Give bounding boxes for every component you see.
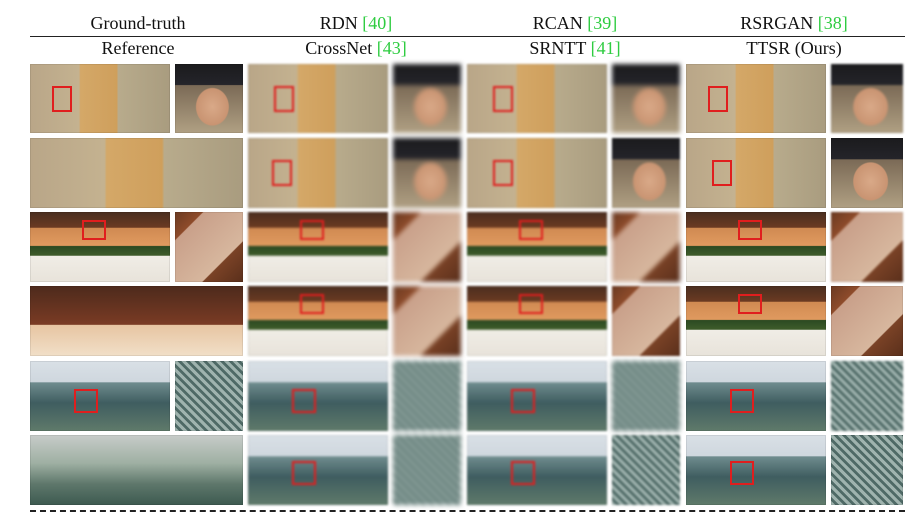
citation-rcan: [39]	[587, 13, 618, 33]
image-gt-architecture	[30, 361, 170, 431]
crop-ttsr-architecture	[831, 435, 903, 505]
image-rcan-graduation	[467, 64, 607, 133]
highlight-box	[300, 294, 324, 314]
crop-gt-graduation	[175, 64, 243, 133]
image-srntt-architecture	[467, 435, 607, 505]
image-rdn-graduation	[248, 64, 388, 133]
image-rdn-architecture	[248, 361, 388, 431]
citation-rsrgan: [38]	[817, 13, 848, 33]
image-ref-architecture	[30, 435, 243, 505]
highlight-box	[519, 294, 543, 314]
crop-rsrgan-graduation	[831, 64, 903, 133]
header-rcan: RCAN [39]	[532, 13, 618, 33]
crop-rcan-home	[612, 212, 680, 282]
crop-gt-architecture	[175, 361, 243, 431]
highlight-box	[738, 294, 762, 314]
citation-srntt: [41]	[590, 38, 621, 58]
highlight-box	[730, 389, 754, 413]
dashed-separator	[30, 510, 905, 512]
header-rule	[30, 36, 905, 37]
crop-rdn-graduation	[393, 64, 461, 133]
image-rsrgan-home	[686, 212, 826, 282]
highlight-box	[82, 220, 106, 240]
crop-srntt-architecture	[612, 435, 680, 505]
header-reference: Reference	[101, 38, 175, 58]
crop-rdn-home	[393, 212, 461, 282]
image-rsrgan-architecture	[686, 361, 826, 431]
highlight-box	[52, 86, 72, 112]
image-crossnet-architecture	[248, 435, 388, 505]
highlight-box	[300, 220, 324, 240]
image-crossnet-home	[248, 286, 388, 356]
highlight-box	[493, 86, 513, 112]
highlight-box	[292, 389, 316, 413]
highlight-box	[708, 86, 728, 112]
image-rcan-home	[467, 212, 607, 282]
highlight-box	[738, 220, 762, 240]
image-ttsr-graduation	[686, 138, 826, 208]
image-rsrgan-graduation	[686, 64, 826, 133]
header-srntt: SRNTT [41]	[529, 38, 621, 58]
header-rdn: RDN [40]	[319, 13, 393, 33]
crop-rcan-graduation	[612, 64, 680, 133]
image-ttsr-home	[686, 286, 826, 356]
highlight-box	[730, 461, 754, 485]
image-gt-home	[30, 212, 170, 282]
highlight-box	[74, 389, 98, 413]
crop-ttsr-graduation	[831, 138, 903, 208]
highlight-box	[519, 220, 543, 240]
crop-srntt-graduation	[612, 138, 680, 208]
image-crossnet-graduation	[248, 138, 388, 208]
highlight-box	[493, 160, 513, 186]
image-srntt-home	[467, 286, 607, 356]
crop-crossnet-architecture	[393, 435, 461, 505]
header-ground-truth: Ground-truth	[90, 13, 186, 33]
highlight-box	[272, 160, 292, 186]
crop-crossnet-graduation	[393, 138, 461, 208]
image-gt-graduation	[30, 64, 170, 133]
citation-crossnet: [43]	[376, 38, 407, 58]
image-ref-home	[30, 286, 243, 356]
crop-ttsr-home	[831, 286, 903, 356]
crop-gt-home	[175, 212, 243, 282]
highlight-box	[511, 389, 535, 413]
highlight-box	[712, 160, 732, 186]
image-srntt-graduation	[467, 138, 607, 208]
header-rsrgan: RSRGAN [38]	[740, 13, 848, 33]
highlight-box	[274, 86, 294, 112]
header-crossnet: CrossNet [43]	[305, 38, 407, 58]
image-ref-graduation	[30, 138, 243, 208]
crop-rdn-architecture	[393, 361, 461, 431]
citation-rdn: [40]	[362, 13, 393, 33]
crop-rsrgan-home	[831, 212, 903, 282]
highlight-box	[511, 461, 535, 485]
crop-rcan-architecture	[612, 361, 680, 431]
crop-srntt-home	[612, 286, 680, 356]
crop-rsrgan-architecture	[831, 361, 903, 431]
image-rdn-home	[248, 212, 388, 282]
crop-crossnet-home	[393, 286, 461, 356]
image-ttsr-architecture	[686, 435, 826, 505]
header-ttsr: TTSR (Ours)	[746, 38, 842, 58]
image-rcan-architecture	[467, 361, 607, 431]
highlight-box	[292, 461, 316, 485]
